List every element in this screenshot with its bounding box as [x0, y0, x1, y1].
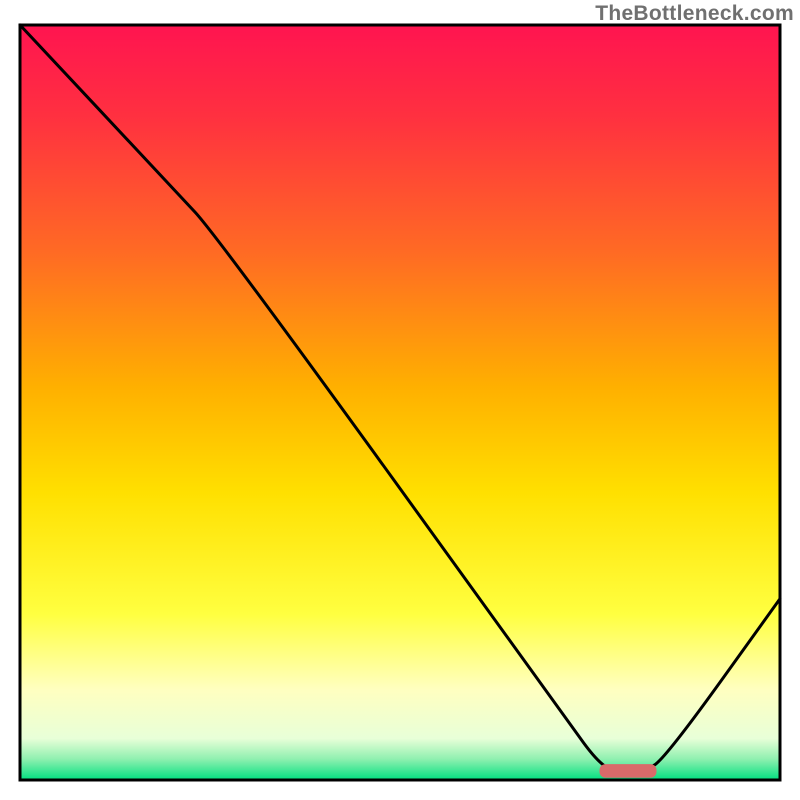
gradient-line-chart: [0, 0, 800, 800]
watermark-text: TheBottleneck.com: [595, 2, 794, 26]
plot-gradient-background: [20, 25, 780, 780]
optimal-range-marker: [600, 764, 657, 778]
figure-container: TheBottleneck.com: [0, 0, 800, 800]
